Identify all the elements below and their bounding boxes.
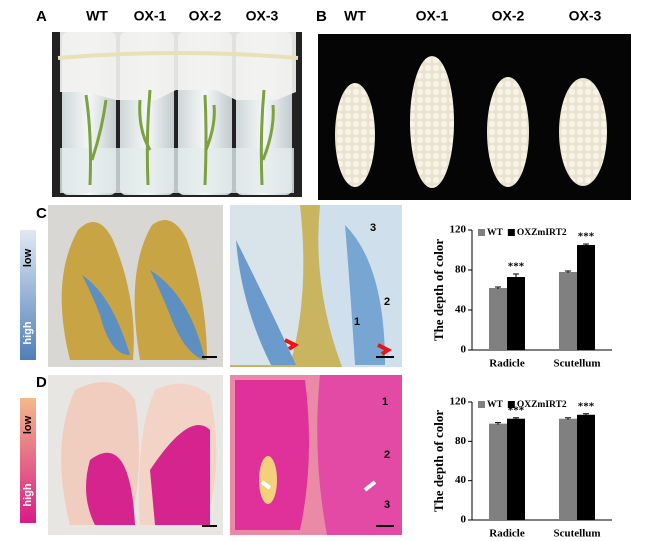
y-tick-label: 120 [450, 224, 467, 236]
error-bar [565, 417, 571, 420]
x-tick-label: Radicle [489, 528, 525, 540]
error-bar [495, 422, 501, 425]
error-bar [565, 270, 571, 273]
y-tick-label: 40 [455, 304, 467, 316]
ear-photo [318, 34, 631, 200]
x-tick-label: Radicle [489, 358, 525, 370]
error-bar [513, 273, 519, 280]
bar [489, 423, 507, 520]
seed-photo [48, 375, 402, 535]
x-tick-label: Scutellum [553, 528, 600, 540]
significance: *** [508, 261, 525, 273]
legend-label: WT [487, 228, 504, 238]
region-number: 1 [382, 396, 388, 408]
scale-label: high [22, 483, 34, 506]
ear-label: OX-2 [492, 8, 525, 24]
tube-label: WT [86, 8, 108, 24]
y-tick-label: 40 [455, 474, 467, 486]
ear-label: WT [344, 8, 366, 24]
bar [577, 245, 595, 350]
y-axis-label: The depth of color [431, 239, 446, 341]
x-tick-label: Scutellum [553, 358, 600, 370]
error-bar [495, 286, 501, 289]
significance: *** [578, 231, 595, 243]
ear-label: OX-1 [416, 8, 449, 24]
legend-swatch [478, 401, 485, 408]
error-bar [583, 243, 589, 246]
legend-label: WT [487, 400, 504, 410]
legend-label: OXZmIRT2 [517, 400, 567, 410]
tube-label: OX-3 [246, 8, 279, 24]
tube-photo [52, 32, 302, 197]
y-tick-label: 0 [461, 514, 467, 526]
error-bar [583, 413, 589, 416]
legend-label: OXZmIRT2 [517, 228, 567, 238]
bar [489, 288, 507, 350]
region-number: 2 [384, 296, 390, 308]
y-tick-label: 80 [455, 264, 467, 276]
tube-label: OX-1 [134, 8, 167, 24]
region-number: 3 [384, 499, 390, 511]
panel-label: B [316, 8, 327, 25]
panel-label: A [36, 8, 47, 25]
seed-photo [48, 205, 402, 367]
bar [577, 414, 595, 520]
region-number: 2 [384, 449, 390, 461]
y-tick-label: 80 [455, 435, 467, 447]
significance: *** [578, 400, 595, 412]
region-number: 3 [370, 222, 376, 234]
panel-label: C [36, 205, 47, 222]
scale-label: low [22, 415, 34, 434]
legend-swatch [507, 229, 515, 236]
error-bar [513, 417, 519, 420]
scale-label: high [22, 321, 34, 344]
scale-label: low [22, 248, 34, 267]
region-number: 1 [354, 316, 360, 328]
ear-label: OX-3 [569, 8, 602, 24]
bar [559, 418, 577, 520]
bar [507, 277, 525, 350]
y-tick-label: 120 [450, 396, 467, 408]
y-tick-label: 0 [461, 344, 467, 356]
color-scale [20, 398, 36, 523]
color-scale [20, 230, 36, 360]
bar [559, 272, 577, 350]
tube-label: OX-2 [189, 8, 222, 24]
panel-label: D [36, 374, 47, 391]
legend-swatch [507, 401, 515, 408]
legend-swatch [478, 229, 485, 236]
bar [507, 418, 525, 520]
y-axis-label: The depth of color [431, 410, 446, 512]
